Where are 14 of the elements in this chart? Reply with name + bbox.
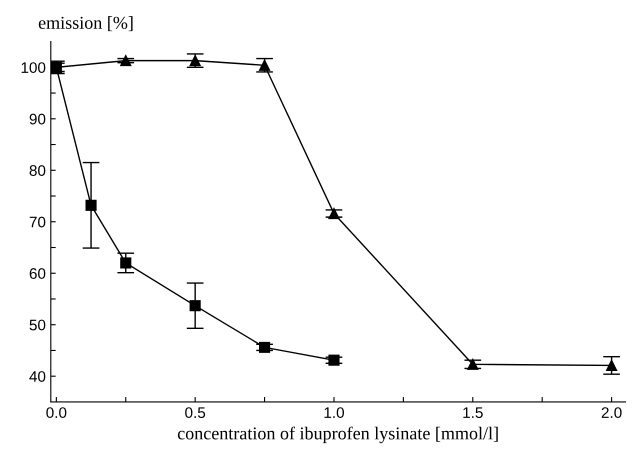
y-tick-label: 40 — [29, 371, 46, 382]
y-tick-label: 90 — [30, 114, 46, 124]
y-tick-label: 100 — [22, 62, 46, 74]
y-tick-label: 80 — [30, 165, 46, 176]
x-tick-label: 0.0 — [46, 407, 66, 418]
x-axis-title: concentration of ibuprofen lysinate [mmol/l] — [178, 426, 498, 444]
y-axis-title: emission [%] — [38, 16, 133, 32]
x-tick-label: 2.0 — [602, 407, 622, 418]
y-tick-label: 70 — [30, 216, 46, 228]
x-tick-label: 0.5 — [185, 407, 206, 418]
x-tick-label: 1.0 — [324, 407, 344, 418]
y-tick-label: 60 — [30, 268, 46, 279]
x-tick-label: 1.5 — [463, 407, 483, 418]
y-tick-label: 50 — [30, 320, 46, 330]
